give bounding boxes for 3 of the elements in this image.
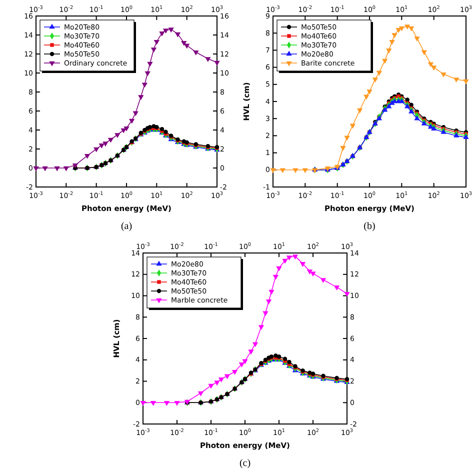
text: (b) [364, 221, 376, 232]
text: (a) [120, 221, 132, 232]
text: (c) [239, 458, 251, 469]
